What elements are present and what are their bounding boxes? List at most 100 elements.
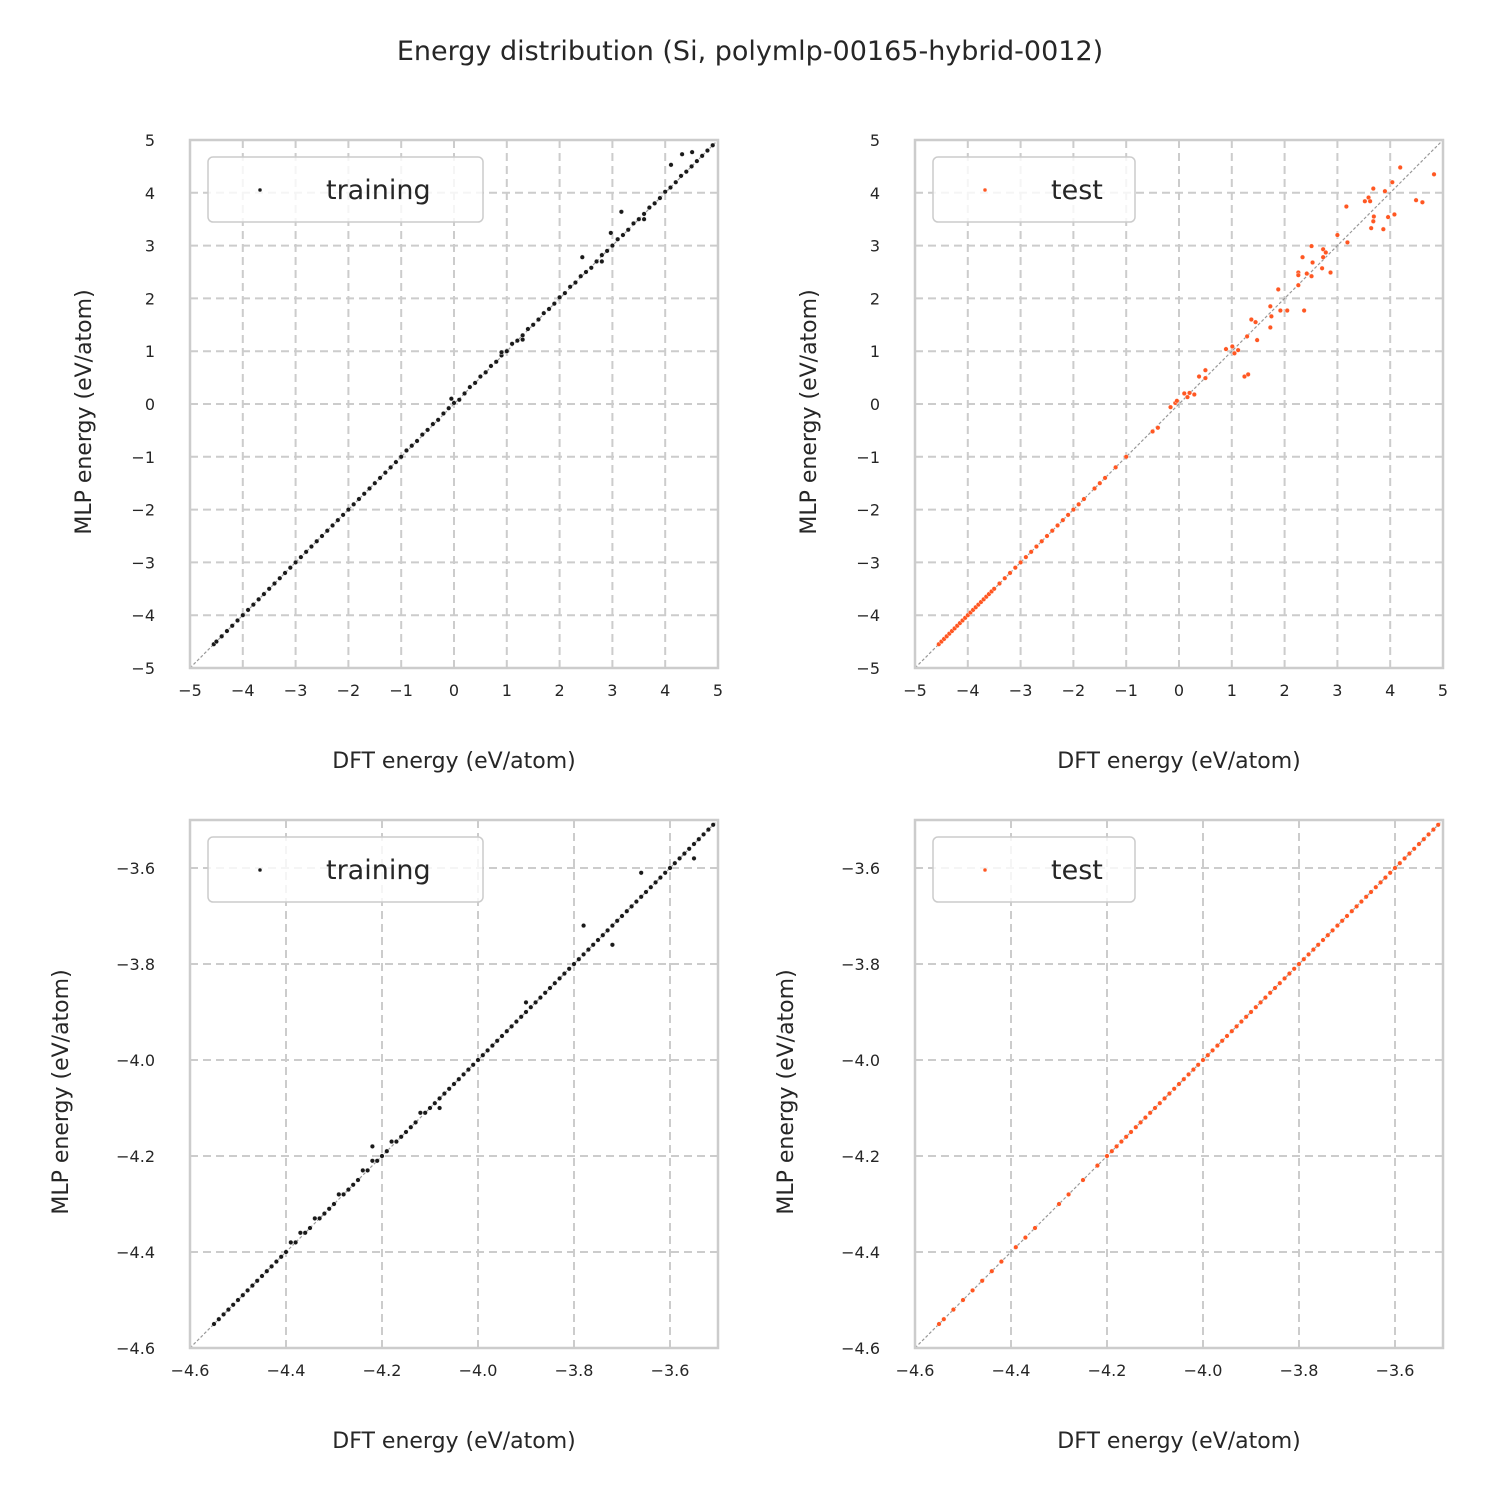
y-tick-label: 3: [870, 237, 880, 256]
y-tick-label: 2: [870, 289, 880, 308]
data-point: [1055, 522, 1061, 528]
x-tick-label: 4: [660, 681, 670, 700]
data-point: [1402, 855, 1408, 861]
data-point: [408, 1124, 414, 1130]
data-point: [326, 1206, 332, 1212]
data-point: [287, 565, 293, 571]
data-point: [1277, 308, 1283, 314]
data-point: [345, 507, 351, 513]
data-point: [605, 927, 611, 933]
data-point: [335, 517, 341, 523]
data-point: [489, 1043, 495, 1049]
legend-label: test: [1051, 855, 1103, 886]
data-point: [230, 1302, 236, 1308]
data-point: [1301, 308, 1307, 314]
data-point: [1373, 884, 1379, 890]
x-tick-label: −4.4: [992, 1361, 1031, 1380]
data-point: [1426, 831, 1432, 837]
data-point: [1344, 239, 1350, 245]
data-point: [256, 596, 262, 602]
data-point: [1241, 374, 1247, 380]
data-point: [1362, 198, 1368, 204]
data-point: [216, 1316, 222, 1322]
data-point: [435, 417, 441, 423]
data-point: [303, 549, 309, 555]
data-point: [1387, 870, 1393, 876]
data-point: [609, 243, 615, 249]
x-tick-label: 2: [1280, 681, 1290, 700]
data-point: [351, 501, 357, 507]
data-point: [1205, 1052, 1211, 1058]
data-point: [1267, 303, 1273, 309]
data-point: [1413, 197, 1419, 203]
y-tick-label: −3.6: [116, 859, 155, 878]
y-tick-label: −3.8: [116, 955, 155, 974]
data-point: [1306, 951, 1312, 957]
subplot-4: −4.6 −4.4 −4.2 −4.0 −3.8 −3.6 −4.6 −4.4 −4.2 −4.0…: [774, 818, 1445, 1454]
data-point: [541, 310, 547, 316]
data-point: [377, 475, 383, 481]
data-point: [1066, 1191, 1072, 1197]
data-point: [696, 836, 702, 842]
data-point: [1142, 1115, 1148, 1121]
data-point: [393, 1139, 399, 1145]
data-point: [1065, 512, 1071, 518]
data-point: [1002, 575, 1008, 581]
series-training: [211, 142, 716, 647]
data-point: [1234, 1023, 1240, 1029]
x-tick-label: −2: [337, 681, 361, 700]
data-point: [1267, 990, 1273, 996]
data-point: [430, 421, 436, 427]
data-point: [604, 248, 610, 254]
data-point: [1262, 995, 1268, 1001]
data-point: [235, 1297, 241, 1303]
data-point: [432, 1100, 438, 1106]
y-tick-label: −4.4: [116, 1243, 155, 1262]
y-tick-label: −5: [856, 659, 880, 678]
data-point: [662, 870, 668, 876]
x-tick-label: 1: [1227, 681, 1237, 700]
y-tick-label: 1: [870, 342, 880, 361]
data-point: [271, 581, 277, 587]
data-point: [288, 1239, 294, 1245]
x-tick-label: −2: [1062, 681, 1086, 700]
y-tick-label: −1: [856, 448, 880, 467]
data-point: [448, 396, 454, 402]
data-point: [259, 1273, 265, 1279]
data-point: [1421, 836, 1427, 842]
data-point: [321, 1211, 327, 1217]
data-point: [518, 1014, 524, 1020]
data-point: [1344, 913, 1350, 919]
data-point: [1358, 899, 1364, 905]
data-point: [462, 390, 468, 396]
x-tick-label: 0: [1174, 681, 1184, 700]
data-point: [523, 999, 529, 1005]
data-point: [1235, 347, 1241, 353]
data-point: [998, 1259, 1004, 1265]
y-tick-label: −3.6: [841, 859, 880, 878]
data-point: [618, 209, 624, 215]
data-point: [1258, 999, 1264, 1005]
x-tick-label: 5: [1438, 681, 1448, 700]
data-point: [1191, 391, 1197, 397]
y-tick-label: −1: [131, 448, 155, 467]
data-point: [1202, 367, 1208, 373]
data-point: [509, 1023, 515, 1029]
series-training: [211, 822, 716, 1327]
data-point: [579, 254, 585, 260]
data-point: [1301, 956, 1307, 962]
data-point: [1060, 517, 1066, 523]
data-point: [341, 1191, 347, 1197]
data-point: [520, 332, 526, 338]
data-point: [585, 947, 591, 953]
data-point: [467, 384, 473, 390]
x-axis-label: DFT energy (eV/atom): [1057, 1429, 1300, 1454]
data-point: [1284, 308, 1290, 314]
data-point: [361, 491, 367, 497]
data-point: [1080, 1177, 1086, 1183]
data-point: [681, 851, 687, 857]
data-point: [1325, 932, 1331, 938]
data-point: [240, 612, 246, 618]
y-axis-label: MLP energy (eV/atom): [797, 289, 822, 534]
data-point: [571, 961, 577, 967]
